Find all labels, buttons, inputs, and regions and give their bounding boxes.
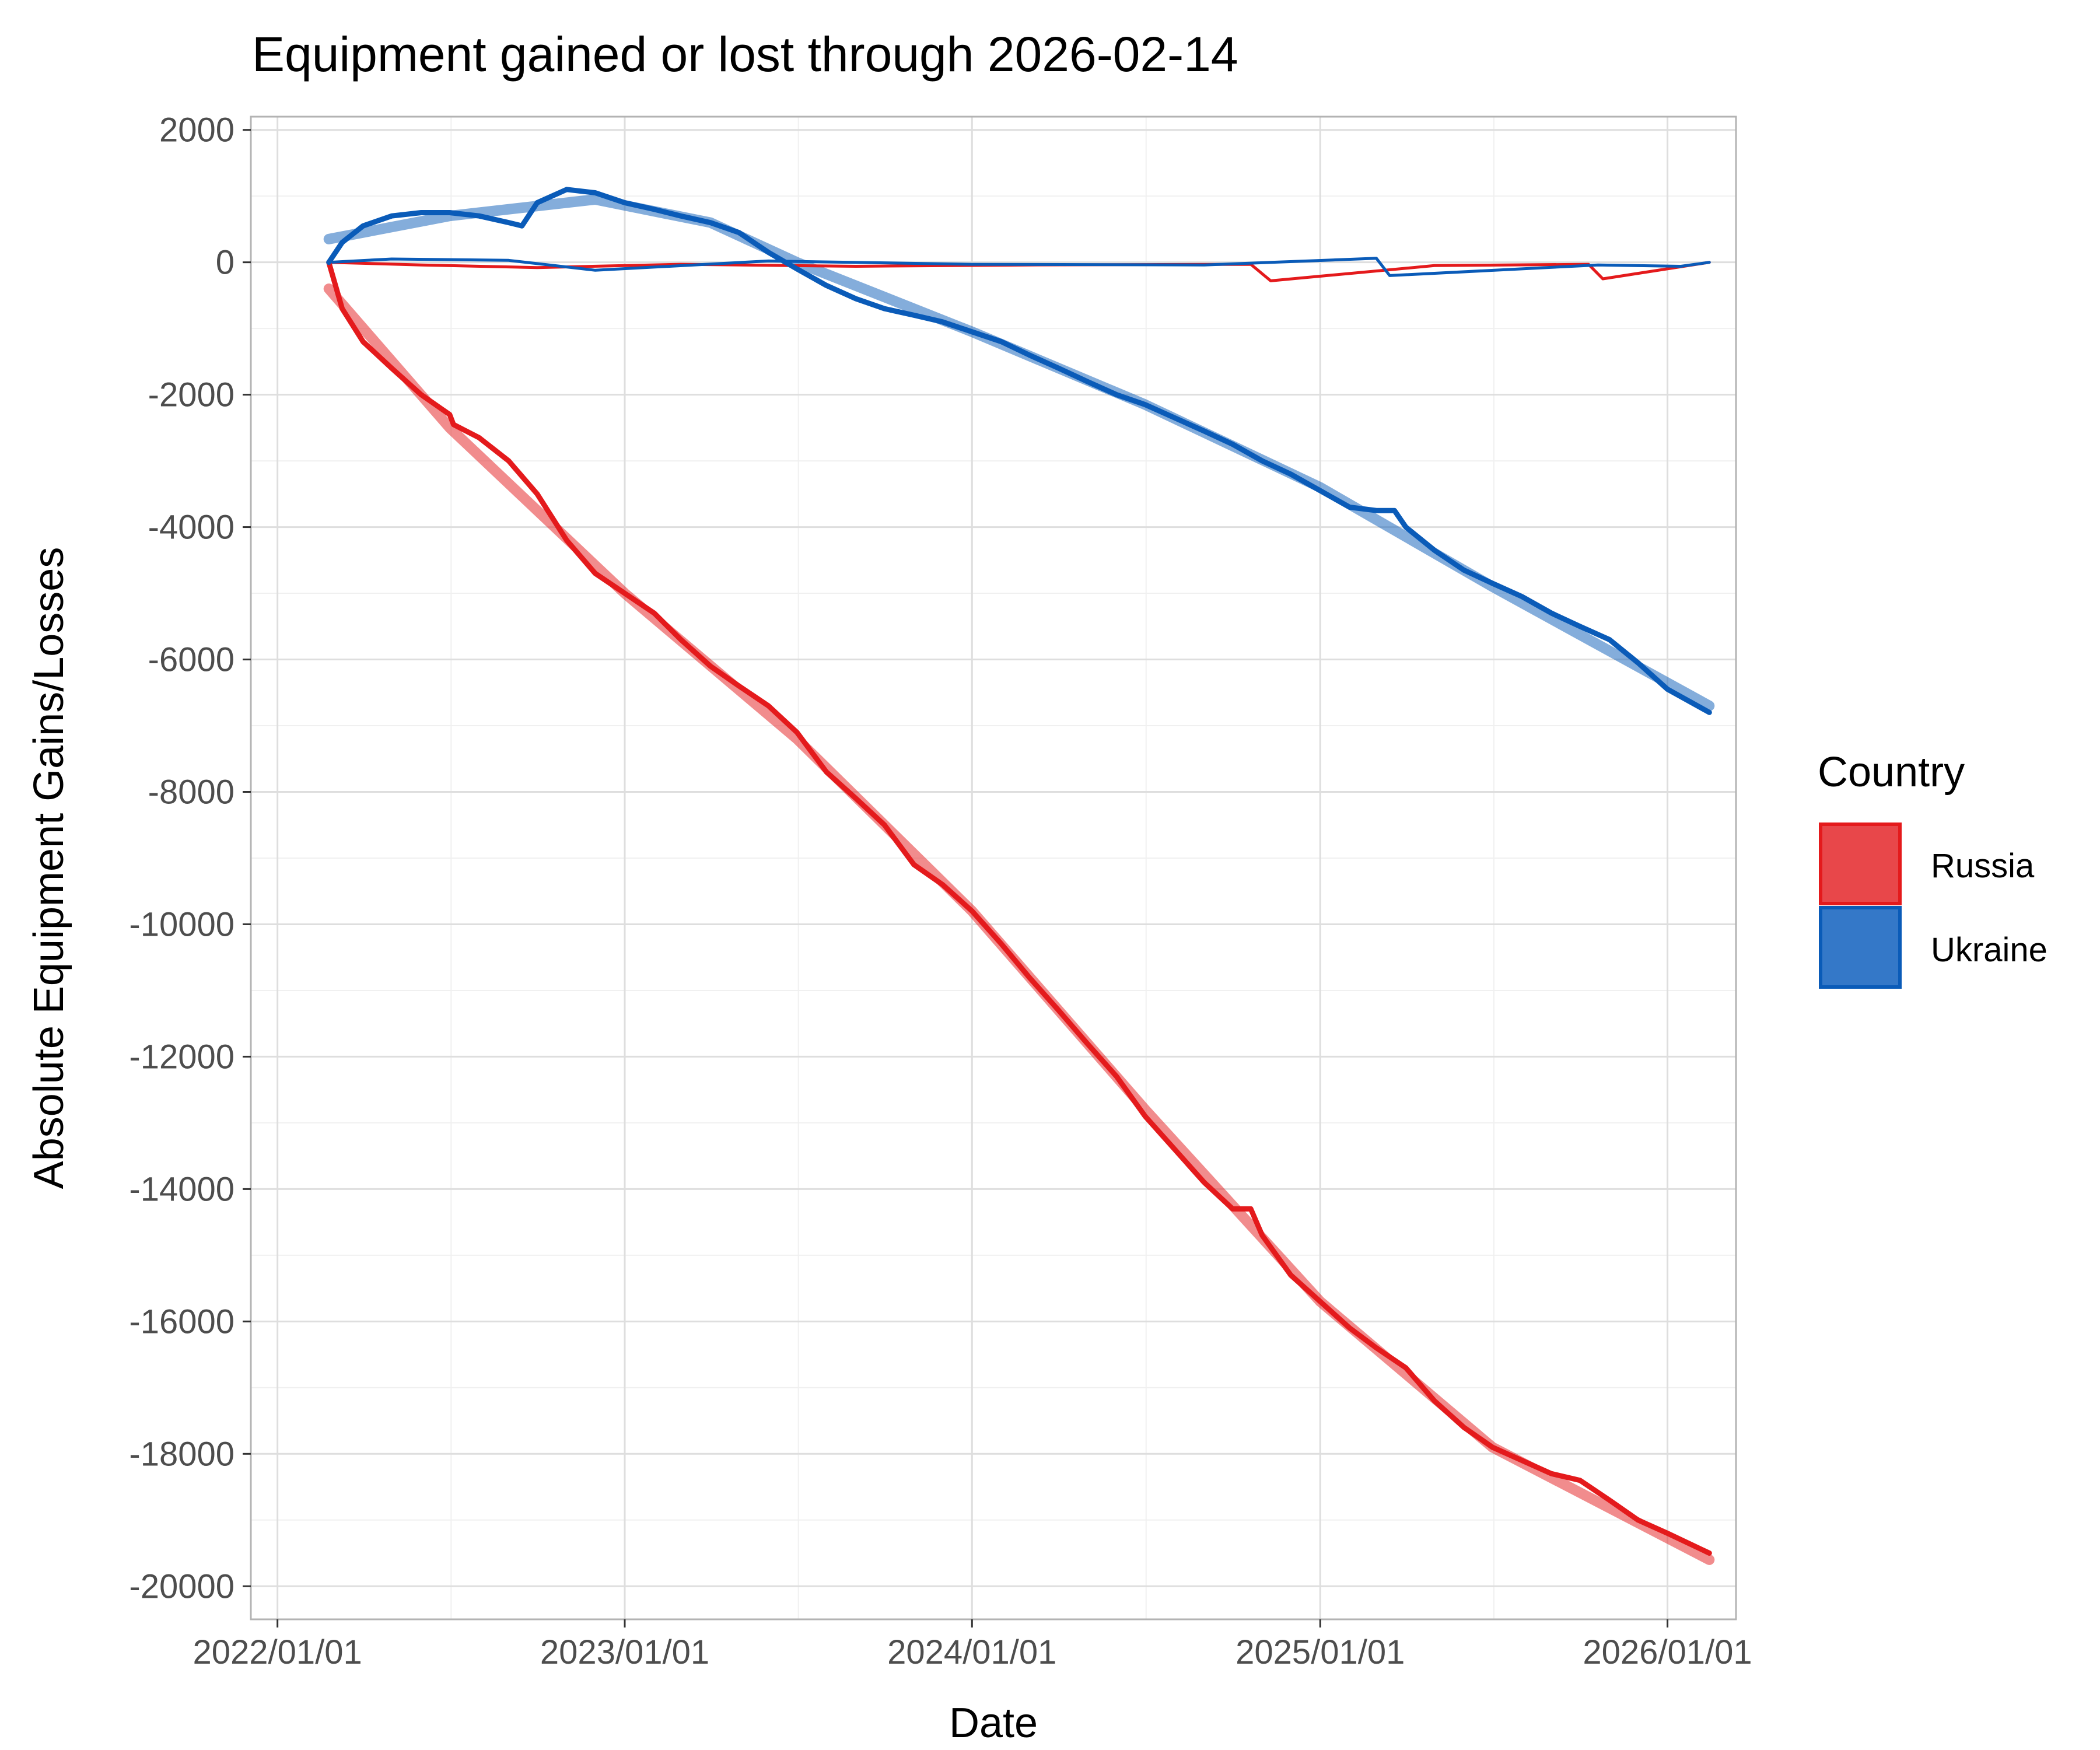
y-axis-label: Absolute Equipment Gains/Losses — [26, 547, 72, 1189]
y-tick-label: -2000 — [148, 376, 235, 414]
legend: Country Russia Ukraine — [1818, 749, 2048, 989]
chart-title: Equipment gained or lost through 2026-02… — [252, 27, 1238, 82]
grid — [251, 117, 1736, 1619]
y-tick-label: 0 — [216, 244, 235, 282]
series-ukraine-cumulative-line — [326, 187, 1712, 715]
y-tick-label: -14000 — [129, 1170, 235, 1208]
y-tick-label: 2000 — [159, 111, 235, 149]
y-tick-label: -4000 — [148, 509, 235, 547]
legend-key-russia — [1819, 822, 1902, 905]
x-tick-label: 2025/01/01 — [1236, 1633, 1405, 1671]
y-tick-label: -6000 — [148, 641, 235, 679]
plot-panel-border — [250, 116, 1737, 1620]
legend-key-ukraine — [1819, 906, 1902, 989]
y-tick-label: -8000 — [148, 773, 235, 811]
x-tick-label: 2026/01/01 — [1583, 1633, 1752, 1671]
y-tick-label: -18000 — [129, 1435, 235, 1473]
series-layer — [323, 187, 1715, 1565]
legend-title: Country — [1818, 749, 1965, 796]
x-axis-label: Date — [949, 1700, 1038, 1746]
x-tick-label: 2022/01/01 — [193, 1633, 362, 1671]
y-tick-label: -10000 — [129, 905, 235, 943]
legend-label-russia: Russia — [1931, 847, 2035, 885]
y-tick-label: -20000 — [129, 1567, 235, 1605]
legend-label-ukraine: Ukraine — [1931, 931, 2048, 969]
series-ukraine-daily-line — [327, 257, 1711, 277]
axes: 2000 0 -2000 -4000 -6000 -8000 -10000 -12000 -14… — [129, 111, 1752, 1671]
x-tick-label: 2024/01/01 — [887, 1633, 1056, 1671]
series-ukraine-trend-line — [323, 194, 1715, 711]
series-russia-cumulative-line — [326, 260, 1712, 1556]
y-tick-label: -16000 — [129, 1303, 235, 1340]
y-tick-label: -12000 — [129, 1038, 235, 1076]
x-tick-label: 2023/01/01 — [540, 1633, 709, 1671]
